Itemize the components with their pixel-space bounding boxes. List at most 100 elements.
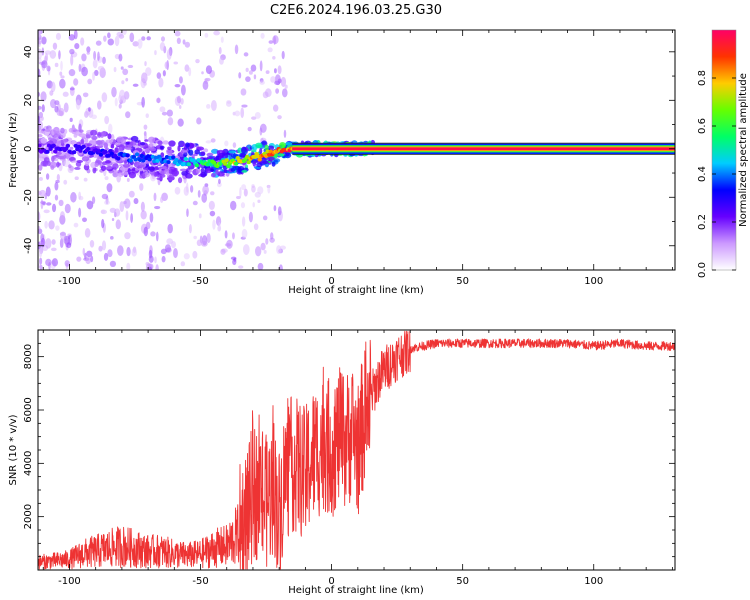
ridge-core [194, 163, 200, 168]
spectrogram-x-axis: -100 -50 0 50 100 [42, 30, 673, 287]
ridge-core [166, 160, 171, 165]
noise-speckle [45, 173, 50, 180]
noise-speckle [50, 99, 57, 109]
noise-speckle [204, 77, 211, 82]
noise-speckle [224, 230, 228, 239]
noise-speckle [38, 91, 41, 97]
ridge-spread [252, 160, 257, 167]
colorbar-strip [711, 29, 737, 271]
noise-speckle [260, 242, 266, 251]
noise-speckle [62, 91, 69, 97]
noise-speckle [192, 200, 198, 206]
noise-speckle [87, 78, 93, 85]
noise-speckle [148, 266, 153, 270]
ridge-spread [91, 135, 98, 140]
ridge-spread [166, 149, 173, 156]
ridge-spread [118, 146, 123, 152]
ridge-core [45, 149, 50, 154]
noise-speckle [233, 257, 237, 262]
noise-speckle [97, 100, 102, 110]
noise-speckle [166, 49, 172, 60]
noise-speckle [143, 124, 148, 130]
noise-speckle [90, 255, 94, 263]
noise-speckle [41, 36, 47, 45]
spectrogram-panel: -100 -50 0 50 100 -40 -20 0 20 40 Height of stra… [8, 29, 676, 296]
ridge-spread [110, 134, 115, 141]
noise-speckle [38, 228, 43, 235]
noise-speckle [158, 77, 164, 88]
ridge-core [65, 143, 71, 148]
noise-speckle [143, 226, 149, 237]
snr-x-label: Height of straight line (km) [288, 585, 424, 596]
ridge-spread [188, 149, 194, 156]
noise-speckle [70, 192, 77, 203]
noise-speckle [141, 36, 146, 41]
noise-speckle [270, 232, 274, 240]
ridge-spread [156, 177, 162, 181]
noise-speckle [186, 208, 189, 217]
ridge-spread [240, 146, 247, 154]
ridge-spread [231, 165, 236, 169]
ridge-core [246, 160, 251, 165]
noise-speckle [176, 95, 182, 104]
noise-speckle [73, 30, 78, 40]
ridge-spread [48, 163, 57, 166]
colorbar-ticks: 0.0 0.2 0.4 0.6 0.8 [697, 70, 736, 278]
noise-speckle [140, 210, 147, 220]
noise-speckle [224, 140, 229, 147]
noise-speckle [166, 109, 173, 117]
ridge-spread [88, 139, 96, 145]
x-tick-label: 50 [456, 276, 469, 287]
noise-speckle [116, 31, 124, 37]
noise-speckle [56, 110, 64, 117]
noise-speckle [193, 235, 197, 240]
noise-speckle [60, 60, 63, 71]
noise-speckle [38, 48, 41, 52]
noise-speckle [184, 64, 190, 72]
ridge-spread [241, 169, 248, 173]
ridge-spread [90, 129, 98, 136]
noise-speckle [190, 185, 194, 193]
ridge-spread [56, 140, 60, 146]
noise-speckle [167, 223, 173, 234]
noise-speckle [153, 192, 157, 202]
noise-speckle [243, 188, 248, 197]
noise-speckle [281, 88, 288, 98]
noise-speckle [219, 57, 224, 65]
ridge-spread [60, 127, 65, 134]
noise-speckle [248, 211, 253, 223]
noise-speckle [179, 104, 182, 110]
noise-speckle [38, 30, 41, 38]
noise-speckle [197, 189, 201, 198]
noise-speckle [166, 238, 174, 245]
noise-speckle [81, 66, 88, 77]
noise-speckle [208, 200, 215, 210]
noise-speckle [278, 264, 283, 270]
noise-speckle [182, 39, 186, 45]
noise-speckle [247, 126, 252, 132]
noise-speckle [81, 53, 87, 62]
ridge-spread [100, 165, 107, 172]
noise-speckle [114, 35, 120, 47]
noise-speckle [119, 201, 125, 213]
noise-speckle [174, 83, 181, 88]
noise-speckle [265, 88, 272, 98]
ridge-spread [68, 164, 72, 169]
noise-speckle [97, 65, 105, 71]
noise-speckle [279, 245, 286, 250]
noise-speckle [141, 72, 148, 84]
ridge-spread [168, 174, 175, 181]
ridge-spread [160, 174, 166, 178]
y-tick-label: 0 [23, 146, 34, 152]
ridge-spread [107, 133, 112, 140]
ridge-spread [210, 172, 216, 178]
noise-speckle [272, 104, 279, 112]
noise-speckle [236, 195, 241, 200]
ridge-spread [81, 156, 90, 162]
ridge-spread [74, 166, 81, 170]
noise-speckle [251, 116, 257, 120]
noise-speckle [51, 239, 56, 245]
noise-speckle [93, 50, 97, 61]
ridge-spread [250, 149, 257, 153]
noise-speckle [145, 113, 149, 119]
